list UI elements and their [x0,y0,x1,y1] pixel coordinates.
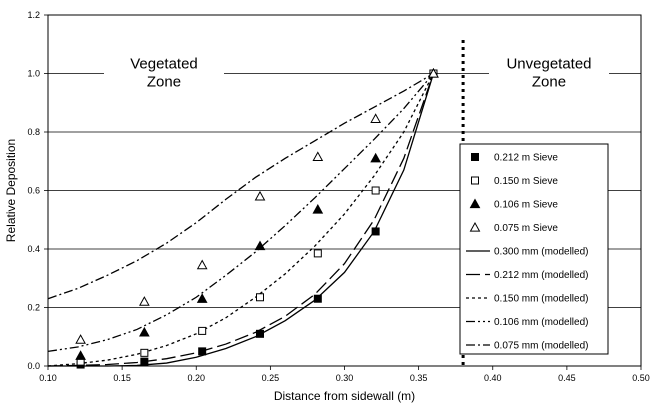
y-tick-label: 0.0 [27,361,40,371]
data-point [255,329,264,338]
x-tick-label: 0.15 [113,373,131,383]
vegetated-zone-label-line1: Vegetated [130,56,198,73]
x-tick-label: 0.50 [632,373,650,383]
data-point [312,203,324,214]
data-point [370,152,381,163]
legend-label: 0.150 m Sieve [494,176,558,187]
unvegetated-zone-label-line2: Zone [532,74,566,91]
data-point [75,350,86,360]
y-tick-label: 0.8 [27,127,40,137]
x-tick-label: 0.30 [336,373,354,383]
data-point [139,296,150,306]
legend-symbol [471,176,479,185]
data-point [312,151,324,161]
data-point [428,67,439,78]
series-line [47,73,434,353]
data-point [196,259,208,270]
legend-label: 0.212 m Sieve [494,153,558,164]
x-tick-label: 0.45 [558,373,576,383]
legend-label: 0.075 m Sieve [494,223,558,234]
axis-ticks: 0.10 0.15 0.20 0.25 0.30 0.35 0.40 0.45 0.50 0.0 0… [27,10,649,383]
legend-label: 0.106 m Sieve [494,200,558,211]
legend-box [459,143,609,355]
y-tick-label: 1.2 [27,10,40,20]
data-point [254,190,266,201]
data-point [313,294,322,303]
unvegetated-zone-label-line1: Unvegetated [506,56,591,73]
data-point [313,249,322,258]
x-tick-label: 0.35 [410,373,428,383]
data-point [370,113,381,123]
data-point [198,347,207,356]
vegetated-zone-label-line2: Zone [147,74,181,91]
legend-symbol [469,221,481,232]
x-tick-label: 0.40 [484,373,502,383]
data-point [254,240,266,251]
series-line [47,73,435,367]
legend-label: 0.300 mm (modelled) [494,247,588,258]
unvegetated-zone-label-bg [489,51,609,94]
legend-label: 0.150 mm (modelled) [494,294,588,305]
x-tick-label: 0.25 [262,373,280,383]
legend: 0.212 m Sieve 0.150 m Sieve 0.106 m Sieve 0… [459,143,609,355]
x-tick-label: 0.20 [187,373,205,383]
vegetated-zone-label-bg [104,51,224,94]
data-point [255,293,264,302]
y-tick-label: 0.4 [27,244,40,254]
legend-symbol [471,153,479,161]
y-tick-label: 0.6 [27,186,40,196]
data-point [196,293,208,303]
y-tick-label: 1.0 [27,69,40,79]
series-line [47,72,434,300]
legend-label: 0.106 mm (modelled) [494,317,588,328]
legend-label: 0.075 mm (modelled) [494,341,588,352]
series-layer [47,67,439,369]
data-point [371,186,380,195]
legend-symbol [469,198,481,209]
x-axis-label: Distance from sidewall (m) [274,389,415,403]
data-point [140,348,149,357]
data-point [139,326,150,337]
data-point [140,357,149,366]
y-axis-label: Relative Deposition [4,139,18,242]
y-tick-label: 0.2 [27,303,40,313]
legend-label: 0.212 mm (modelled) [494,270,588,281]
x-tick-label: 0.10 [39,373,57,383]
data-point [75,334,86,344]
data-point [198,326,207,335]
data-point [371,227,380,236]
series-line [47,73,435,367]
